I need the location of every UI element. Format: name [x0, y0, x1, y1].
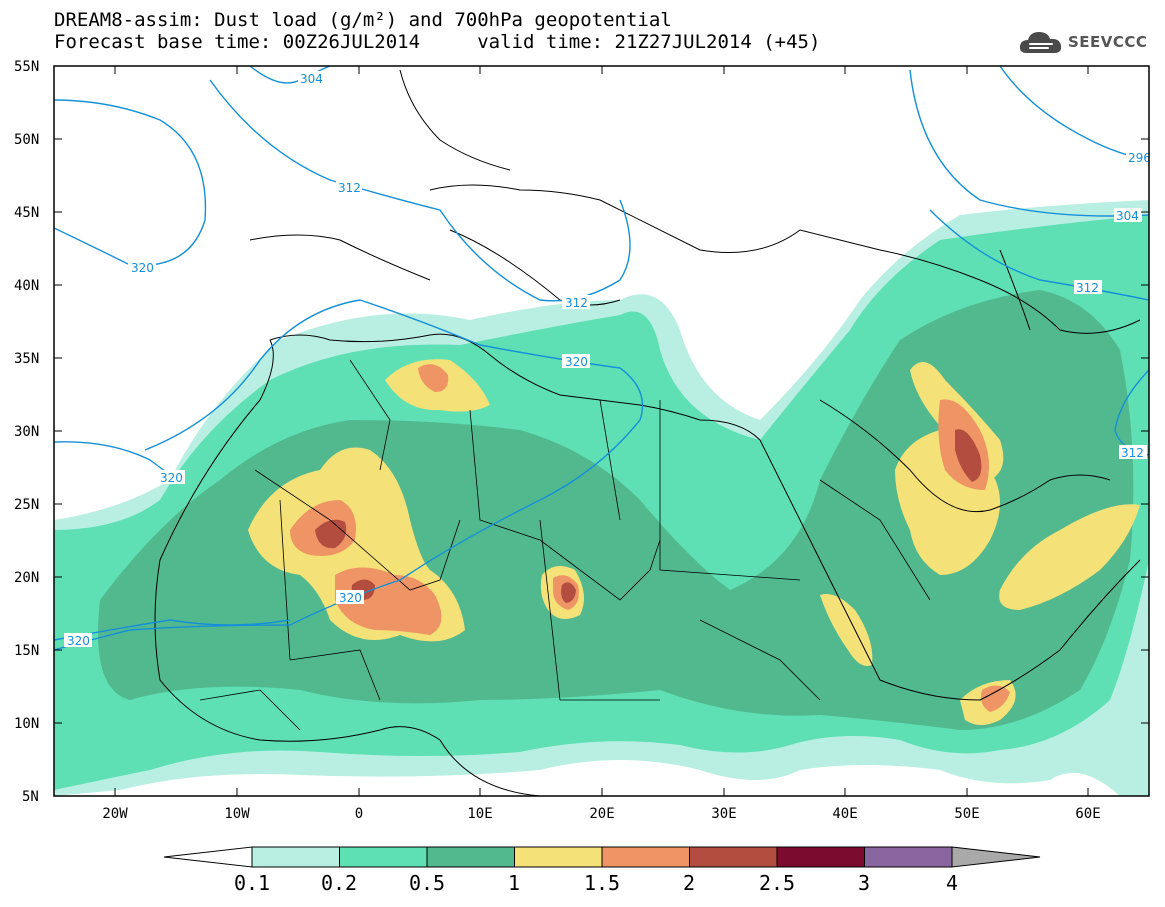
isoline-296-ne [999, 66, 1149, 161]
isoline-label: 320 [160, 471, 183, 485]
dust-contour-1.5-yemen [981, 685, 1010, 712]
coastlines [154, 69, 1141, 796]
lon-tick-label: 60E [1075, 806, 1100, 822]
isoline-label: 312 [565, 296, 588, 310]
isoline-320-lower [54, 619, 291, 641]
isoline-320-atlantic [54, 99, 207, 267]
colorbar-under-arrow [163, 846, 253, 868]
latitude-labels: 55N 50N 45N 40N 35N 30N 25N 20N 15N 10N … [14, 59, 39, 805]
lon-tick-label: 10E [467, 806, 492, 822]
isoline-label: 304 [300, 72, 323, 86]
isoline-320-sahara-north [54, 299, 644, 651]
dust-contour-1.5-algeria [418, 364, 449, 392]
colorbar-label: 2 [683, 871, 695, 895]
colorbar-over-arrow [951, 846, 1041, 868]
colorbar-label: 3 [858, 871, 870, 895]
colorbar-swatch [864, 846, 953, 868]
lon-tick-label: 50E [954, 806, 979, 822]
colorbar-labels: 0.1 0.2 0.5 1 1.5 2 2.5 3 4 [234, 871, 958, 895]
dust-contour-1-oman [999, 504, 1140, 610]
lat-tick-label: 15N [14, 643, 39, 659]
colorbar-label: 0.1 [234, 871, 270, 895]
longitude-axis [114, 66, 1089, 796]
isoline-312-ne [929, 209, 1149, 301]
isoline-304-ne [909, 69, 1149, 217]
colorbar-swatch [251, 846, 340, 868]
colorbar-label: 4 [946, 871, 958, 895]
colorbar: 0.1 0.2 0.5 1 1.5 2 2.5 3 4 [163, 846, 1041, 895]
isoline-label: 312 [1076, 281, 1099, 295]
lon-tick-label: 10W [224, 806, 250, 822]
latitude-axis [54, 65, 1149, 797]
lon-tick-label: 0 [355, 806, 363, 822]
isoline-label: 312 [1121, 446, 1144, 460]
lat-tick-label: 20N [14, 570, 39, 586]
colorbar-label: 0.5 [409, 871, 445, 895]
isoline-label: 320 [339, 591, 362, 605]
colorbar-swatch [689, 846, 778, 868]
colorbar-label: 1 [508, 871, 520, 895]
lat-tick-label: 50N [14, 132, 39, 148]
colorbar-swatch [601, 846, 690, 868]
dust-load-field: 304 312 320 312 320 320 320 320 296 304 … [54, 66, 1151, 796]
map-subtitle: Forecast base time: 00Z26JUL2014 valid t… [54, 31, 821, 53]
colorbar-label: 0.2 [321, 871, 357, 895]
isoline-label: 320 [131, 261, 154, 275]
isoline-label: 304 [1116, 209, 1139, 223]
isoline-labels: 304 312 320 312 320 320 320 320 296 304 … [64, 71, 1151, 648]
lon-tick-label: 40E [832, 806, 857, 822]
logo-text: SEEVCCC [1068, 33, 1148, 51]
isoline-label: 296 [1128, 151, 1151, 165]
lon-tick-label: 30E [711, 806, 736, 822]
dust-contour-1-redsea [820, 594, 873, 666]
lat-tick-label: 10N [14, 716, 39, 732]
isoline-320-west-coast [54, 441, 176, 479]
country-borders [199, 359, 931, 731]
isoline-label: 320 [565, 355, 588, 369]
colorbar-swatch [514, 846, 603, 868]
geopotential-isolines [54, 66, 1149, 651]
seevccc-logo: SEEVCCC [1018, 25, 1147, 59]
colorbar-label: 2.5 [759, 871, 795, 895]
lat-tick-label: 30N [14, 424, 39, 440]
lon-tick-label: 20W [102, 806, 128, 822]
isoline-label: 312 [338, 181, 361, 195]
lat-tick-label: 25N [14, 497, 39, 513]
colorbar-swatch [339, 846, 428, 868]
dust-contour-2-gulf [955, 429, 982, 482]
lat-tick-label: 45N [14, 205, 39, 221]
lat-tick-label: 35N [14, 351, 39, 367]
lon-tick-label: 20E [589, 806, 614, 822]
colorbar-swatch [776, 846, 865, 868]
lat-tick-label: 5N [22, 789, 39, 805]
lat-tick-label: 40N [14, 278, 39, 294]
colorbar-boxes [251, 846, 953, 868]
cloud-logo-icon [1019, 32, 1062, 53]
lat-tick-label: 55N [14, 59, 39, 75]
longitude-labels: 20W 10W 0 10E 20E 30E 40E 50E 60E [102, 806, 1100, 822]
isoline-label: 320 [67, 634, 90, 648]
dust-contour-2-chad [561, 582, 576, 603]
isoline-312-europe [209, 79, 631, 302]
colorbar-label: 1.5 [584, 871, 620, 895]
colorbar-swatch [426, 846, 515, 868]
map-title: DREAM8-assim: Dust load (g/m²) and 700hP… [54, 9, 672, 31]
